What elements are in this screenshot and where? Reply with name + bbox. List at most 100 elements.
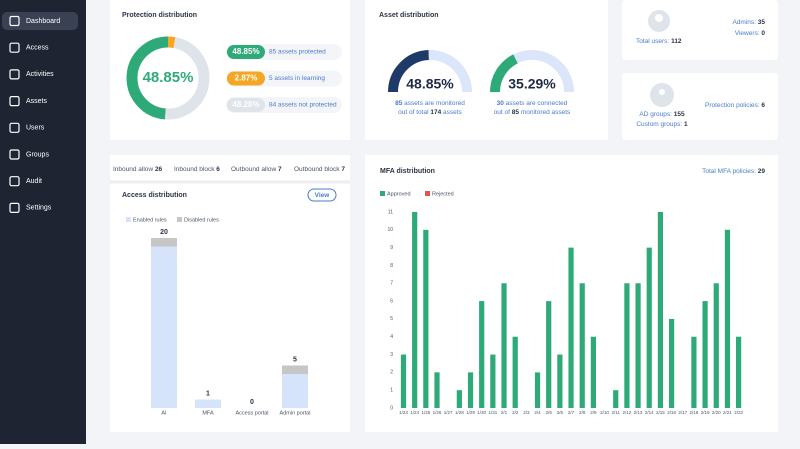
x-tick-label: 2/9 [590,410,597,415]
view-button-label: View [315,192,331,199]
legend-label: Disabled rules [184,217,219,223]
legend-label: Rejected [432,191,454,197]
user-icon-head [655,14,663,22]
rule-count: Inbound allow 26 [113,166,163,173]
bar [479,301,485,408]
legend-swatch [425,191,430,196]
total-mfa-label: Total MFA policies: [702,168,756,175]
gauge-value [388,50,430,93]
caption-count: 85 [395,100,403,107]
total-users-label: Total users: [636,38,669,45]
viewers-value: 0 [761,30,765,37]
menu-item: Assets [26,98,48,105]
y-tick-label: 10 [387,227,393,233]
rule-count-value: 7 [278,166,282,173]
bar-segment [282,374,308,408]
menu-item: Users [26,125,45,132]
gauge-caption: 30 assets are connected [497,100,568,107]
y-tick-label: 11 [388,209,393,215]
bar [635,283,641,408]
menu-item: Settings [26,205,52,212]
x-tick-label: 2/4 [534,410,541,415]
x-tick-label: 2/10 [600,410,609,415]
rule-count-label: Outbound allow [231,166,276,173]
caption-count: 30 [497,100,505,107]
x-tick-label: 2/11 [612,410,621,415]
y-tick-label: 8 [390,263,393,269]
menu-icon [9,176,20,187]
x-tick-label: 1/24 [410,410,419,415]
gauge-value [490,54,518,93]
y-tick-label: 3 [390,352,393,358]
menu-icon [9,69,20,80]
gauge-label: 35.29% [508,76,556,92]
admins-value: 35 [758,19,766,26]
legend-value: 48.28% [232,100,259,109]
menu-item: Dashboard [26,18,60,25]
bar [579,283,585,408]
card-title: MFA distribution [380,168,435,175]
ad-groups-label: AD groups: [639,111,672,118]
protection-policies-value: 6 [761,102,765,109]
bar [512,336,518,408]
legend-label: Approved [387,191,411,197]
caption-total: 85 [512,109,520,116]
bar [534,372,541,408]
rule-count-label: Inbound allow [113,166,153,173]
x-tick-label: 2/2 [512,410,519,415]
legend-label: 85 assets protected [269,49,326,56]
legend-swatch [380,191,385,196]
bar [490,354,496,408]
donut-segment [165,37,210,120]
caption-pre: out of [494,109,510,116]
bar [456,390,462,408]
x-tick-label: 2/15 [656,410,665,415]
x-tick-label: 2/22 [734,410,743,415]
bar [590,336,596,408]
custom-groups: Custom groups: 1 [636,121,688,128]
gauge-caption: 85 assets are monitored [395,100,465,107]
caption-pre: out of total [398,109,429,116]
gauge-caption: out of total 174 assets [398,109,462,116]
viewers-label: Viewers: [735,30,760,37]
x-tick-label: 1/29 [466,410,475,415]
x-tick-label: 2/1 [501,410,508,415]
x-tick-label: 2/13 [634,410,643,415]
x-tick-label: 2/14 [645,410,654,415]
bar [423,229,429,408]
caption-post: assets [443,109,463,116]
y-tick-label: 7 [390,281,393,287]
menu-item: Activities [26,71,54,78]
rule-count: Outbound allow 7 [231,166,282,173]
menu-icon [9,202,20,213]
rule-count: Inbound block 6 [174,166,220,173]
donut-center: 48.85% [143,69,194,86]
custom-groups-label: Custom groups: [636,121,682,128]
view-button[interactable] [307,188,337,202]
total-mfa-value: 29 [758,168,766,175]
x-tick-label: 2/21 [723,410,732,415]
bar [501,283,507,408]
x-tick-label: 2/8 [579,410,586,415]
rule-count-value: 7 [341,166,345,173]
x-tick-label: 2/18 [690,410,699,415]
y-tick-label: 9 [390,245,393,251]
caption-text: assets are monitored [404,100,465,107]
x-tick-label: Admin portal [280,410,311,416]
menu-item: Audit [26,178,42,185]
rule-count-label: Outbound block [294,166,340,173]
menu-item: Groups [26,151,49,158]
total-users-value: 112 [671,38,682,45]
card-title: Access distribution [122,192,187,199]
bar-total: 20 [160,229,168,236]
x-tick-label: 2/7 [568,410,575,415]
x-tick-label: 2/16 [667,410,676,415]
sidebar [0,0,86,444]
legend-pill [227,98,265,112]
x-tick-label: 1/28 [455,410,464,415]
rule-count-value: 26 [155,166,163,173]
x-tick-label: 2/19 [701,410,710,415]
y-tick-label: 0 [390,405,393,411]
active-item [2,12,78,30]
